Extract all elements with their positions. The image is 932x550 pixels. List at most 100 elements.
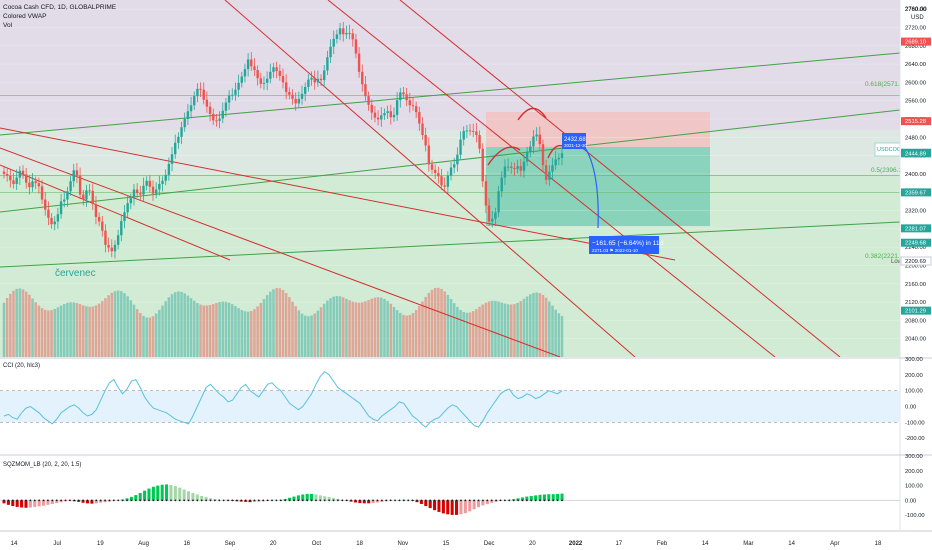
volume-bar bbox=[50, 310, 53, 357]
sqz-dot bbox=[332, 499, 335, 502]
price-tick-label: 2560.00 bbox=[905, 99, 926, 105]
volume-bar bbox=[2, 302, 6, 357]
sqz-dot bbox=[279, 499, 282, 502]
symbol-title[interactable]: Cocoa Cash CFD, 1D, GLOBALPRIME bbox=[3, 4, 117, 11]
volume-bar bbox=[221, 301, 225, 357]
volume-histogram bbox=[2, 287, 564, 357]
volume-bar bbox=[139, 312, 142, 357]
sqz-dot bbox=[209, 499, 212, 502]
sqz-histogram bbox=[2, 484, 564, 515]
volume-bar bbox=[69, 302, 72, 357]
sqz-dot bbox=[130, 499, 133, 502]
candle-body bbox=[310, 77, 313, 80]
volume-bar bbox=[75, 303, 79, 357]
candle-body bbox=[256, 70, 259, 79]
volume-bar bbox=[548, 301, 551, 357]
cci-tick-label: -200.00 bbox=[905, 436, 925, 442]
sqz-dot bbox=[499, 499, 502, 502]
candle-body bbox=[5, 173, 9, 176]
sqz-dot bbox=[192, 499, 194, 502]
sqz-dot bbox=[367, 499, 370, 502]
sqz-dot bbox=[121, 499, 124, 502]
cci-title[interactable]: CCI (20, hlc3) bbox=[3, 363, 40, 369]
channel-line bbox=[0, 127, 676, 261]
sqz-dot bbox=[508, 499, 511, 502]
time-tick-label: 16 bbox=[183, 541, 190, 547]
sqz-title[interactable]: SQZMOM_LB (20, 2, 20, 1.5) bbox=[3, 462, 81, 468]
volume-bar bbox=[34, 302, 37, 357]
rising-trendline bbox=[0, 221, 900, 268]
cci-line bbox=[3, 371, 563, 428]
price-tick-label: 2240.00 bbox=[905, 245, 926, 251]
volume-bar bbox=[418, 305, 421, 357]
candle-body bbox=[335, 34, 339, 39]
volume-bar bbox=[411, 313, 415, 357]
sqz-dot bbox=[213, 499, 216, 502]
volume-bar bbox=[81, 305, 85, 357]
candle-body bbox=[313, 77, 316, 83]
candle-body bbox=[319, 78, 323, 81]
volume-bar bbox=[88, 306, 91, 357]
volume-bar bbox=[113, 291, 117, 357]
sqz-tick-label: -100.00 bbox=[905, 513, 925, 519]
candle-body bbox=[351, 33, 354, 40]
candle-body bbox=[329, 46, 332, 58]
time-tick-label: 15 bbox=[443, 541, 450, 547]
volume-bar bbox=[446, 294, 450, 357]
volume-bar bbox=[329, 298, 332, 357]
zone-top bbox=[0, 0, 900, 130]
volume-bar bbox=[167, 297, 171, 357]
sqz-dot bbox=[490, 499, 493, 502]
sqz-dot bbox=[51, 499, 54, 502]
sqz-dot bbox=[69, 499, 71, 502]
candle-body bbox=[538, 134, 542, 145]
candle-body bbox=[97, 216, 101, 222]
volume-bar bbox=[62, 304, 66, 357]
sqz-dot bbox=[495, 499, 497, 502]
price-label: 2101.29 bbox=[905, 309, 926, 315]
volume-bar bbox=[189, 298, 193, 357]
volume-bar bbox=[224, 301, 228, 357]
sqz-dot bbox=[315, 499, 317, 502]
candle-body bbox=[15, 177, 18, 184]
price-axis[interactable] bbox=[900, 0, 932, 550]
sqz-dot bbox=[345, 499, 348, 502]
entry-label-box bbox=[562, 133, 586, 149]
candle-body bbox=[532, 136, 535, 147]
volume-bar bbox=[135, 309, 139, 357]
volume-bar bbox=[246, 311, 250, 357]
cci-tick-label: -100.00 bbox=[905, 420, 925, 426]
candle-body bbox=[234, 89, 237, 95]
sqz-dot bbox=[468, 499, 471, 502]
candle-body bbox=[519, 166, 522, 171]
volume-legend[interactable]: Vol bbox=[3, 22, 13, 29]
sqz-dot bbox=[60, 499, 63, 502]
time-axis[interactable]: 14 Jul 19 Aug 16 Sep 20 Oct 18 Nov 15 Dec 20 2022 17 Fe… bbox=[11, 541, 882, 547]
candle-body bbox=[193, 96, 196, 106]
sqz-tick-label: 300.00 bbox=[905, 454, 923, 460]
candle-body bbox=[291, 94, 294, 99]
sqz-dot bbox=[25, 499, 27, 502]
volume-bar bbox=[316, 310, 320, 357]
sqz-dot bbox=[561, 499, 563, 502]
volume-bar bbox=[199, 304, 202, 357]
candle-body bbox=[411, 105, 415, 107]
candle-body bbox=[275, 67, 278, 71]
target-sub-label: 2271.03 ⚑ 2022-01-10 bbox=[592, 248, 638, 253]
sqz-dot bbox=[411, 499, 414, 502]
candle-body bbox=[443, 185, 446, 187]
sqz-dot bbox=[451, 499, 454, 502]
candle-body bbox=[364, 84, 367, 97]
candle-body bbox=[402, 92, 405, 95]
volume-bar bbox=[535, 292, 538, 357]
vwap-legend[interactable]: Colored VWAP bbox=[3, 13, 46, 20]
sqz-dot bbox=[152, 499, 155, 502]
candle-body bbox=[246, 59, 250, 70]
volume-bar bbox=[433, 288, 437, 357]
volume-bar bbox=[471, 311, 475, 357]
price-tick-label: 2160.00 bbox=[905, 282, 926, 288]
candle-body bbox=[342, 28, 345, 35]
sqz-dot bbox=[262, 499, 265, 502]
candle-body bbox=[24, 174, 28, 183]
